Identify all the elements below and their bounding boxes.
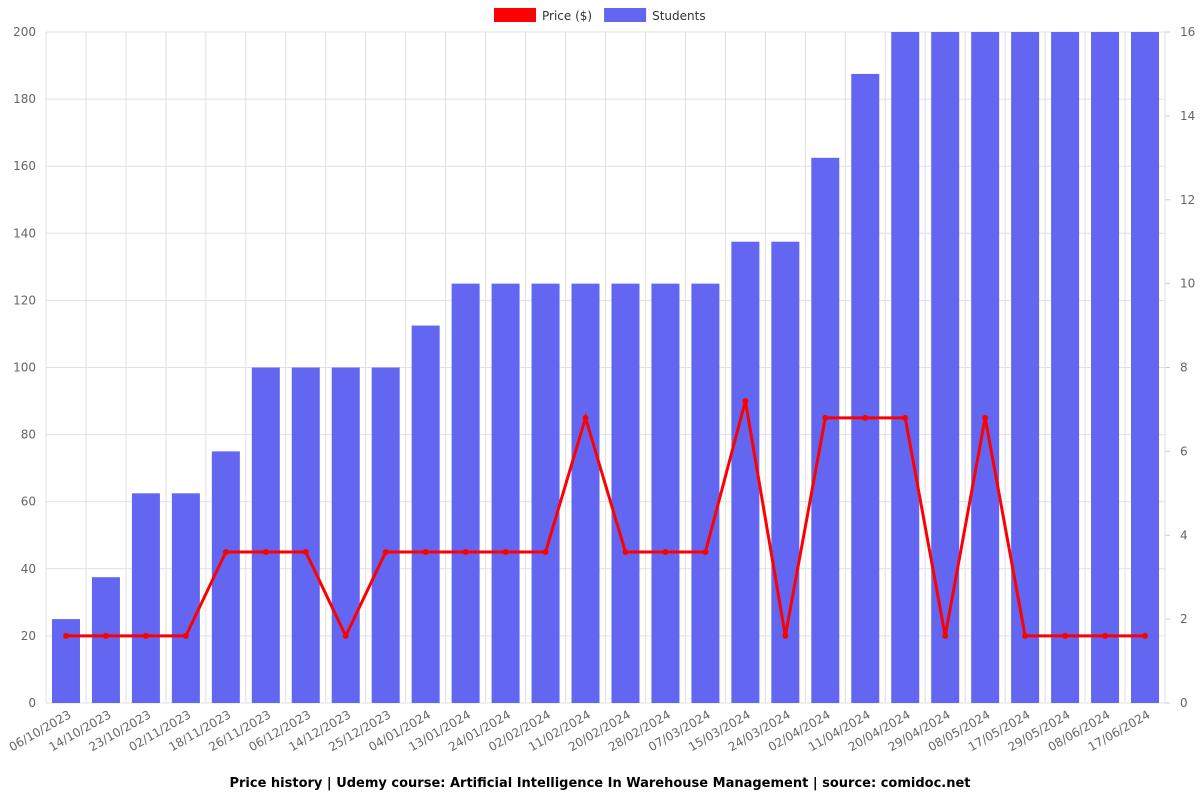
y-tick-label: 180 [13,92,36,106]
point [822,414,829,421]
y-tick-label: 40 [21,562,36,576]
point [102,632,109,639]
y-tick-label: 200 [13,25,36,39]
bar [731,241,760,703]
point [342,632,349,639]
bar [51,619,80,703]
bar [371,367,400,703]
y2-tick-label: 8 [1180,361,1188,375]
chart-title: Price history | Udemy course: Artificial… [229,776,970,791]
bar [1131,32,1160,703]
bar [571,283,600,703]
bar [451,283,480,703]
point [222,549,229,556]
bar [331,367,360,703]
point [942,632,949,639]
point [742,398,749,405]
point [142,632,149,639]
y2-tick-label: 0 [1180,696,1188,710]
bar [411,325,440,703]
bar [1091,32,1120,703]
point [382,549,389,556]
y-tick-label: 80 [21,428,36,442]
point [542,549,549,556]
bar [531,283,560,703]
point [622,549,629,556]
y-tick-label: 20 [21,629,36,643]
point [902,414,909,421]
point [422,549,429,556]
bar [211,451,240,703]
point [1102,632,1109,639]
point [462,549,469,556]
y-tick-label: 140 [13,226,36,240]
y2-tick-label: 12 [1180,193,1195,207]
legend-label: Students [652,9,706,23]
bar [651,283,680,703]
point [582,414,589,421]
price-line [65,400,1146,640]
y2-tick-label: 10 [1180,277,1195,291]
bar [771,241,800,703]
legend-swatch [604,8,647,22]
bar [611,283,640,703]
legend-swatch [494,8,536,22]
point [662,549,669,556]
y2-tick-label: 4 [1180,528,1188,542]
bar [691,283,720,703]
bar [131,493,160,703]
y2-tick-label: 14 [1180,109,1195,123]
y-tick-label: 100 [13,361,36,375]
y2-tick-label: 6 [1180,444,1188,458]
bar [171,493,200,703]
bar [251,367,280,703]
point [302,549,309,556]
point [262,549,269,556]
y-tick-label: 0 [28,696,36,710]
point [862,414,869,421]
y2-tick-label: 2 [1180,612,1188,626]
bar [811,157,840,703]
point [702,549,709,556]
bar [851,73,880,703]
y-tick-label: 120 [13,293,36,307]
point [982,414,989,421]
point [1022,632,1029,639]
bar [1011,32,1040,703]
bar [931,32,960,703]
bar [1051,32,1080,703]
point [502,549,509,556]
point [62,632,69,639]
bar [971,32,1000,703]
bar [491,283,520,703]
legend-label: Price ($) [542,9,592,23]
y2-tick-label: 16 [1180,25,1195,39]
bar [91,577,120,703]
point [182,632,189,639]
y-tick-label: 160 [13,159,36,173]
bar [291,367,320,703]
y-tick-label: 60 [21,495,36,509]
point [1142,632,1149,639]
point [1062,632,1069,639]
point [782,632,789,639]
bar [891,32,920,703]
